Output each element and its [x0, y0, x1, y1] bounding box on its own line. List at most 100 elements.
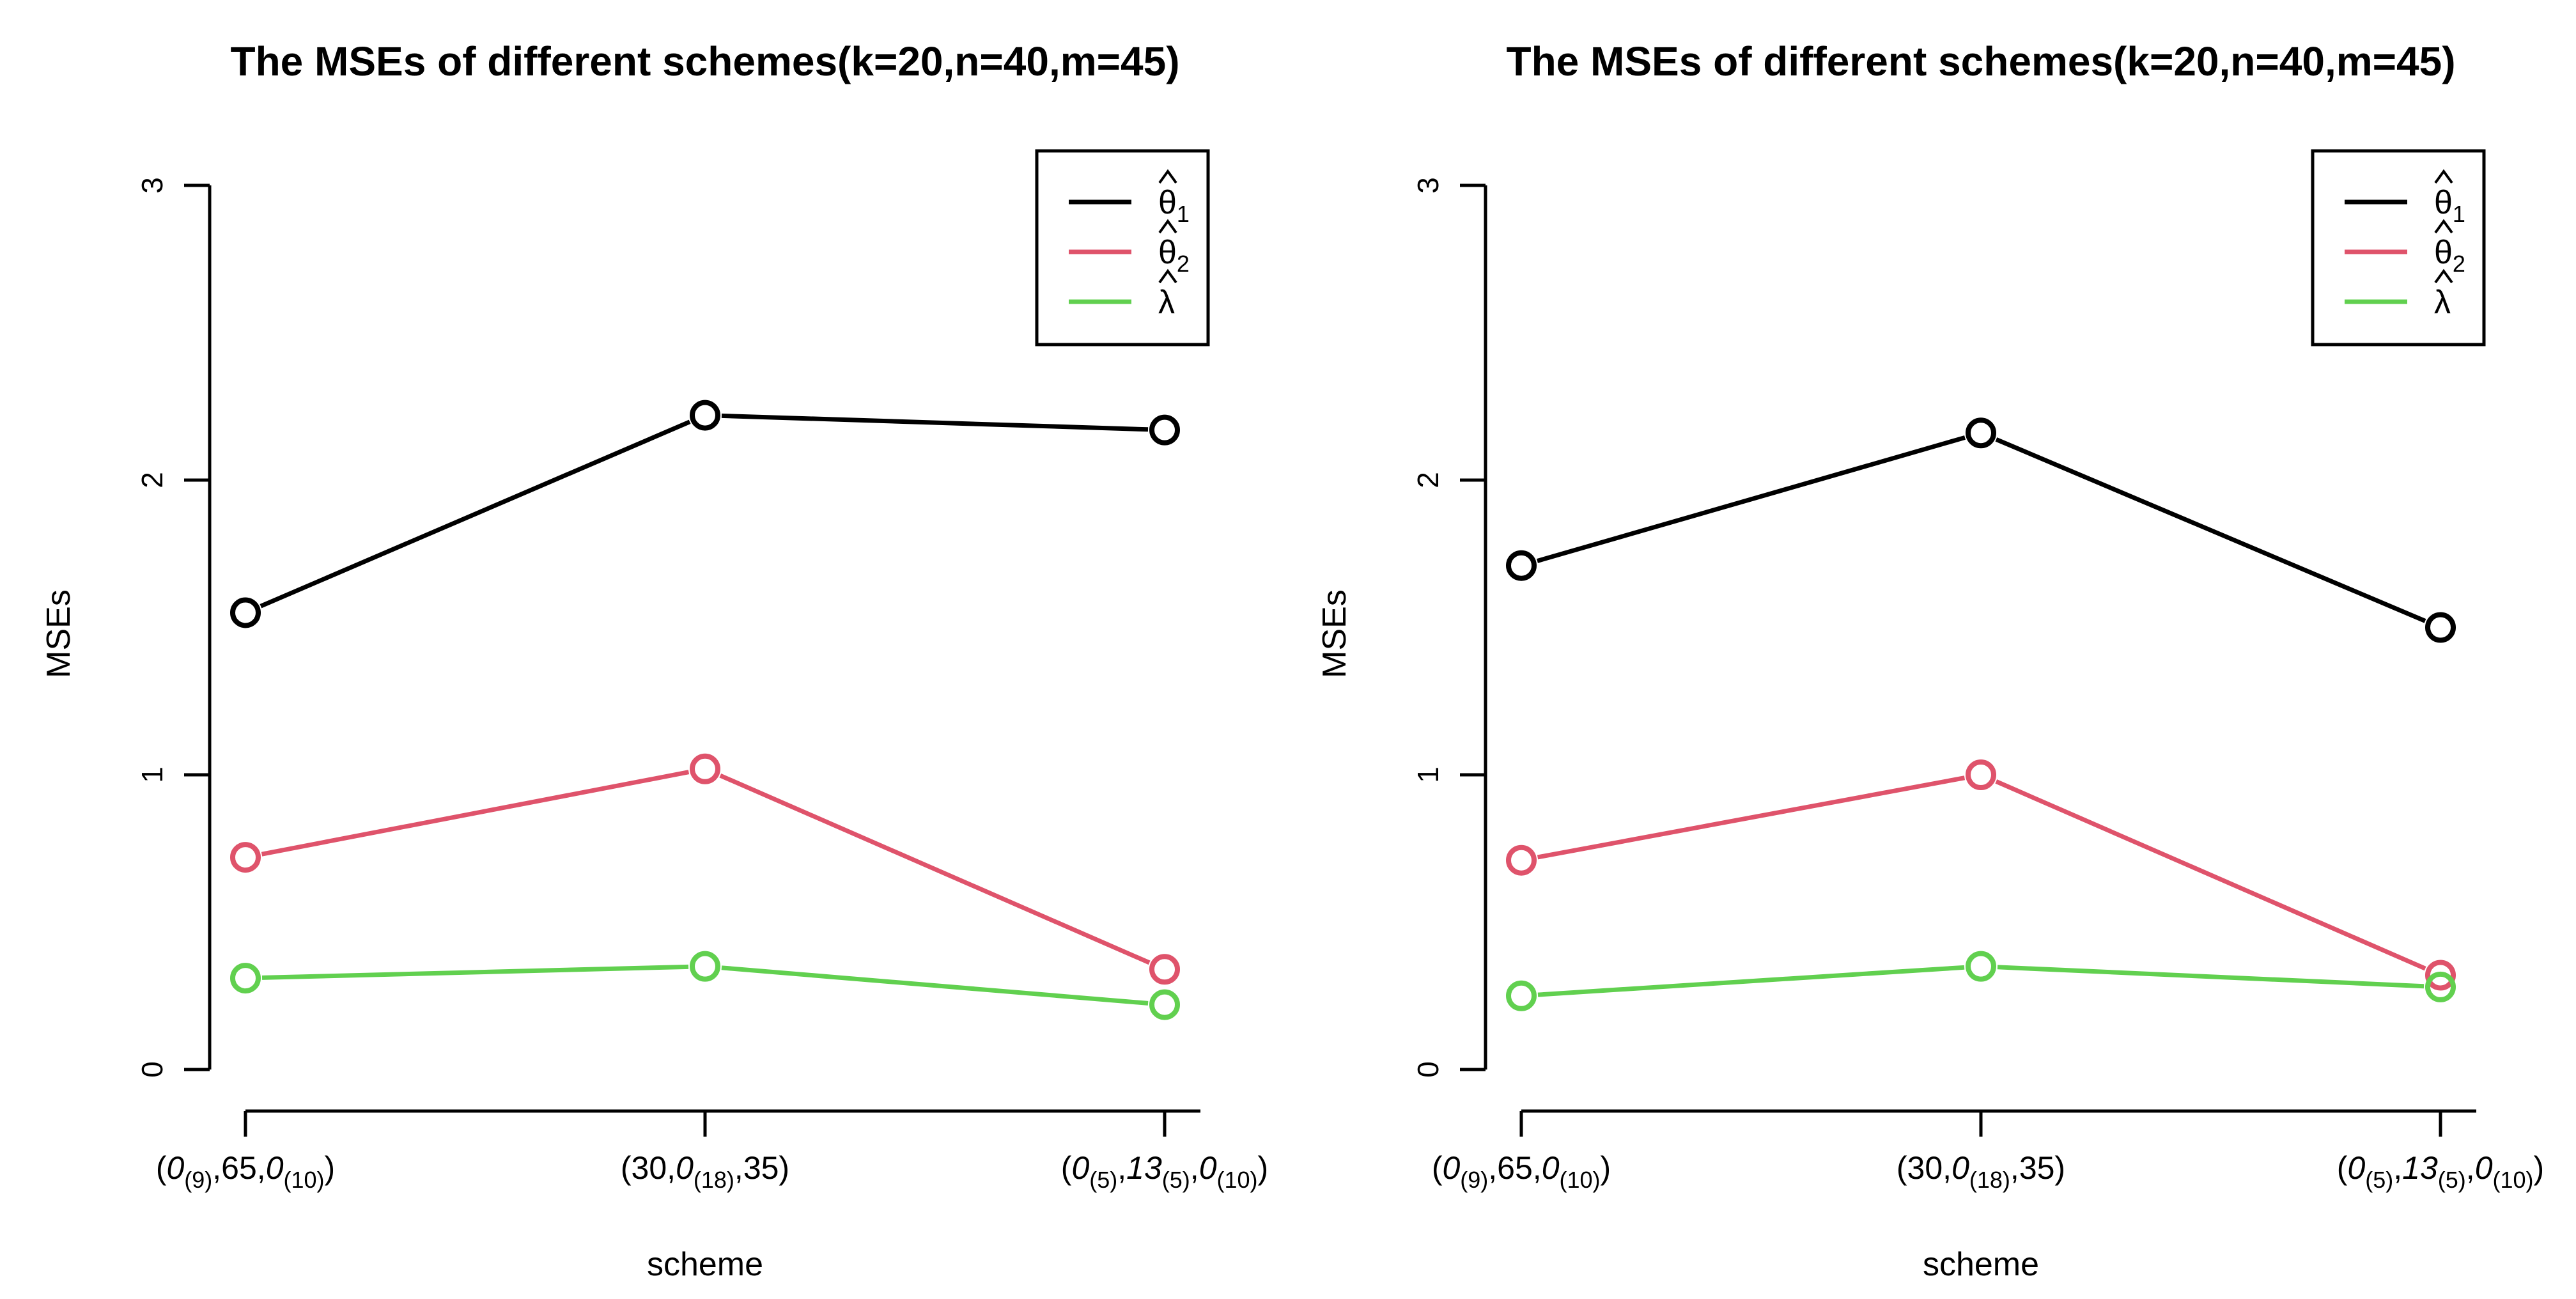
x-tick-label-part: , [1117, 1150, 1126, 1186]
data-point-theta2 [690, 753, 720, 784]
y-axis-label: MSEs [1316, 589, 1353, 678]
data-point-lambda [1149, 989, 1180, 1020]
x-tick-label: (0(5),13(5),0(10)) [1061, 1150, 1268, 1193]
data-point-theta2 [2425, 960, 2456, 991]
x-tick-label-part: (18) [1969, 1167, 2010, 1193]
y-axis-label: MSEs [40, 589, 77, 678]
legend-label-theta2: θ2 [1158, 234, 1190, 277]
legend-box [1035, 149, 1210, 346]
data-point-theta2 [230, 842, 261, 873]
legend-item-theta1: θ1 [1069, 169, 1190, 227]
data-point-lambda [1506, 980, 1537, 1011]
series-line-theta1 [260, 419, 691, 609]
x-tick-label-part: ( [2337, 1150, 2348, 1186]
series-lambda [1506, 951, 2456, 1011]
y-tick-label: 3 [1411, 177, 1445, 194]
x-tick-label-part: , [1190, 1150, 1199, 1186]
x-tick-label-part: 0 [1199, 1150, 1217, 1186]
x-tick-label-part: (30, [1897, 1150, 1951, 1186]
x-axis-label: scheme [1923, 1246, 2039, 1283]
y-tick-label: 1 [136, 766, 169, 783]
legend-label-theta1: θ1 [1158, 184, 1190, 227]
legend-symbol: θ [1158, 184, 1177, 221]
data-point-theta1 [1149, 414, 1180, 446]
hat-accent-icon [2434, 268, 2453, 284]
legend-item-lambda: λ [1069, 268, 1177, 321]
legend-item-theta1: θ1 [2345, 169, 2465, 227]
series-line-lambda [261, 964, 689, 980]
x-tick-label-part: , [2466, 1150, 2475, 1186]
series-line-theta2 [261, 770, 690, 857]
y-axis: 0 1 2 3 [136, 177, 212, 1078]
x-tick-label-part: 0 [2475, 1150, 2493, 1186]
x-tick-label-part: (5) [1162, 1167, 1190, 1193]
x-tick-label-part: ( [156, 1150, 167, 1186]
hat-accent-icon [1158, 169, 1177, 184]
y-tick-label: 3 [136, 177, 169, 194]
series-line-theta2 [1537, 775, 1966, 860]
x-tick-label-part: (18) [694, 1167, 734, 1193]
legend-subscript: 1 [2453, 201, 2465, 227]
x-tick-label-part: 0 [1951, 1150, 1969, 1186]
x-tick-label: (0(9),65,0(10)) [156, 1150, 335, 1193]
x-tick-label-part: (10) [1560, 1167, 1601, 1193]
data-point-theta1 [230, 597, 261, 628]
series-theta2 [1506, 759, 2456, 991]
series-line-lambda [1997, 965, 2425, 989]
x-tick-label-part: , [2393, 1150, 2402, 1186]
series-theta1 [1506, 417, 2456, 643]
x-tick-label-part: ) [2534, 1150, 2545, 1186]
chart-title: The MSEs of different schemes(k=20,n=40,… [230, 38, 1179, 84]
series-line-lambda [1537, 965, 1965, 997]
x-tick-label-part: ,65, [212, 1150, 265, 1186]
x-tick-label-part: ,35) [2010, 1150, 2065, 1186]
legend-box [2311, 149, 2486, 346]
x-tick-label-part: ,65, [1488, 1150, 1541, 1186]
x-tick-label: (0(5),13(5),0(10)) [2337, 1150, 2544, 1193]
x-tick-label-part: 13 [2402, 1150, 2438, 1186]
legend-symbol: λ [2434, 284, 2451, 321]
x-axis: (0(9),65,0(10)) (30,0(18),35) (0(5),13(5),… [156, 1109, 1268, 1193]
hat-accent-icon [2434, 169, 2453, 184]
y-axis: 0 1 2 3 [1411, 177, 1487, 1078]
series-line-theta2 [1995, 779, 2426, 971]
x-tick-label-part: (9) [184, 1167, 212, 1193]
legend-symbol: θ [2434, 184, 2453, 221]
x-tick-label-part: (5) [2438, 1167, 2466, 1193]
chart-title: The MSEs of different schemes(k=20,n=40,… [1506, 38, 2455, 84]
x-tick-label-part: ,35) [734, 1150, 789, 1186]
x-tick-label-part: ) [325, 1150, 336, 1186]
legend-item-lambda: λ [2345, 268, 2453, 321]
hat-accent-icon [2434, 219, 2453, 234]
legend-item-theta2: θ2 [2345, 219, 2465, 277]
legend-label-lambda: λ [2434, 284, 2451, 321]
series-line-theta1 [1995, 437, 2426, 623]
data-point-theta1 [690, 400, 720, 431]
x-tick-label-part: 0 [1442, 1150, 1460, 1186]
data-point-lambda [1966, 951, 1996, 982]
series-line-lambda [721, 965, 1149, 1006]
chart-panel-2: The MSEs of different schemes(k=20,n=40,… [1316, 38, 2544, 1283]
legend: θ1 θ2 λ [2311, 149, 2486, 346]
y-tick-label: 2 [1411, 472, 1445, 488]
x-tick-label-part: (30, [621, 1150, 676, 1186]
x-tick-label-part: ) [1258, 1150, 1269, 1186]
data-point-lambda [2425, 971, 2456, 1002]
x-tick-label-part: (5) [2365, 1167, 2393, 1193]
legend-item-theta2: θ2 [1069, 219, 1190, 277]
x-tick-label-part: (5) [1089, 1167, 1117, 1193]
x-tick-label-part: (10) [1217, 1167, 1258, 1193]
hat-accent-icon [1158, 268, 1177, 284]
y-tick-label: 0 [136, 1061, 169, 1078]
series-line-theta1 [721, 413, 1149, 432]
legend-label-lambda: λ [1158, 284, 1175, 321]
x-tick-label: (0(9),65,0(10)) [1432, 1150, 1611, 1193]
x-tick-label-part: 0 [1542, 1150, 1560, 1186]
x-tick-label-part: 13 [1126, 1150, 1162, 1186]
x-tick-label-part: (10) [284, 1167, 325, 1193]
data-point-theta2 [1966, 759, 1996, 790]
legend-label-theta2: θ2 [2434, 234, 2465, 277]
